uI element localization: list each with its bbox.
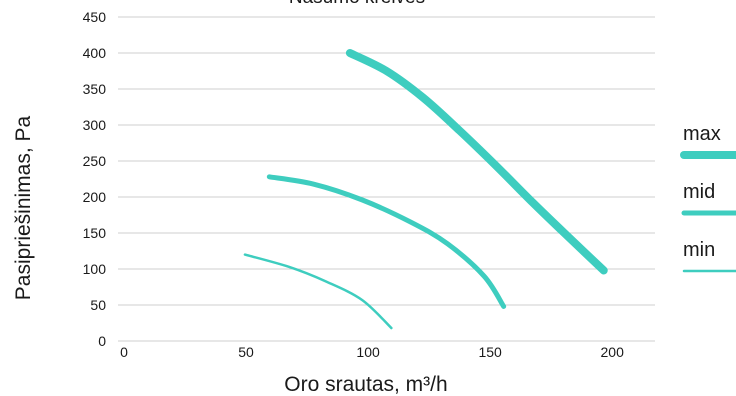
series-lines <box>243 49 608 330</box>
x-tick-100: 100 <box>356 344 380 360</box>
y-axis-label: Pasipriešinimas, Pa <box>12 115 35 300</box>
x-axis-label: Oro srautas, m³/h <box>284 373 447 396</box>
y-tick-0: 0 <box>98 333 106 349</box>
series-line-mid <box>266 174 507 309</box>
series-line-max <box>345 49 608 275</box>
legend-label-mid: mid <box>683 181 715 203</box>
gridlines <box>118 16 655 342</box>
y-tick-300: 300 <box>83 117 107 133</box>
y-tick-50: 50 <box>90 297 106 313</box>
y-tick-400: 400 <box>83 45 107 61</box>
x-tick-0: 0 <box>120 344 128 360</box>
legend-label-min: min <box>683 239 715 261</box>
y-tick-200: 200 <box>83 189 107 205</box>
y-tick-250: 250 <box>83 153 107 169</box>
y-tick-350: 350 <box>83 81 107 97</box>
legend: max mid min <box>680 123 736 273</box>
legend-label-max: max <box>683 123 721 145</box>
y-tick-450: 450 <box>83 9 107 25</box>
x-tick-200: 200 <box>601 344 625 360</box>
series-line-min <box>243 253 393 330</box>
y-axis-ticks: 0 50 100 150 200 250 300 350 400 450 <box>83 9 107 349</box>
y-tick-150: 150 <box>83 225 107 241</box>
x-axis-ticks: 0 50 100 150 200 <box>120 344 624 360</box>
chart-title: Našumo kreivės <box>289 0 425 8</box>
y-tick-100: 100 <box>83 261 107 277</box>
x-tick-150: 150 <box>478 344 502 360</box>
x-tick-50: 50 <box>238 344 254 360</box>
